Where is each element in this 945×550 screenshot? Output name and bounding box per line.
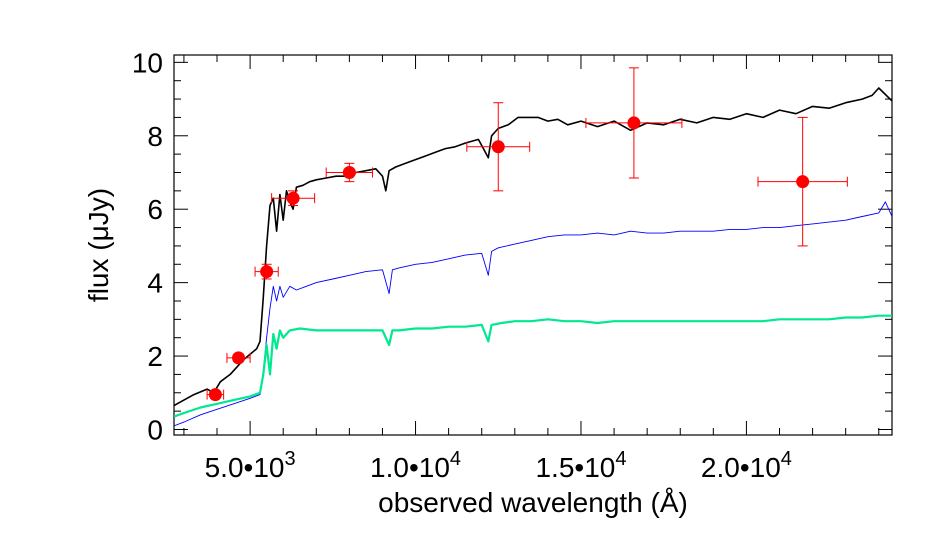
photometry-point — [466, 102, 531, 192]
photometry-point — [254, 263, 279, 280]
spectrum-line-2 — [174, 201, 892, 427]
plot-frame — [173, 54, 893, 436]
x-tick-mantissa: 1.5•10 — [535, 452, 615, 483]
photometry-point — [226, 351, 251, 365]
data-point-marker — [260, 265, 274, 279]
axis-ticks — [174, 55, 892, 435]
photometry-point — [325, 162, 374, 183]
y-tick-label: 4 — [147, 268, 163, 299]
photometry-points — [206, 67, 848, 402]
data-point-marker — [232, 351, 246, 365]
x-tick-mantissa: 2.0•10 — [701, 452, 781, 483]
data-point-marker — [208, 388, 222, 402]
y-tick-label: 2 — [147, 341, 163, 372]
data-point-marker — [491, 140, 505, 154]
y-tick-label: 6 — [147, 194, 163, 225]
x-tick-exponent: 4 — [781, 448, 792, 470]
photometry-point — [757, 116, 848, 247]
x-tick-label: 2.0•104 — [701, 448, 792, 483]
x-tick-label: 1.5•104 — [535, 448, 626, 483]
x-tick-label: 1.0•104 — [370, 448, 461, 483]
x-tick-mantissa: 5.0•10 — [205, 452, 285, 483]
x-tick-exponent: 4 — [450, 448, 461, 470]
data-point-marker — [342, 165, 356, 179]
data-point-marker — [286, 191, 300, 205]
y-tick-label: 8 — [147, 121, 163, 152]
photometry-point — [206, 388, 225, 402]
x-tick-mantissa: 1.0•10 — [370, 452, 450, 483]
spectrum-line-3 — [174, 314, 892, 418]
photometry-point — [271, 190, 316, 207]
y-tick-label: 10 — [132, 47, 163, 78]
x-axis-title: observed wavelength (Å) — [378, 487, 688, 518]
photometry-point — [585, 67, 683, 179]
x-tick-exponent: 4 — [615, 448, 626, 470]
series-layer — [174, 87, 892, 427]
y-axis-title: flux (μJy) — [83, 188, 114, 302]
x-tick-labels: 5.0•103 1.0•104 1.5•104 2.0•104 — [205, 448, 792, 483]
spectrum-line-1 — [174, 87, 892, 407]
x-tick-exponent: 3 — [284, 448, 295, 470]
x-tick-label: 5.0•103 — [205, 448, 296, 483]
data-point-marker — [627, 116, 641, 130]
y-tick-labels: 0 2 4 6 8 10 — [132, 47, 163, 445]
y-tick-label: 0 — [147, 414, 163, 445]
data-point-marker — [796, 175, 810, 189]
